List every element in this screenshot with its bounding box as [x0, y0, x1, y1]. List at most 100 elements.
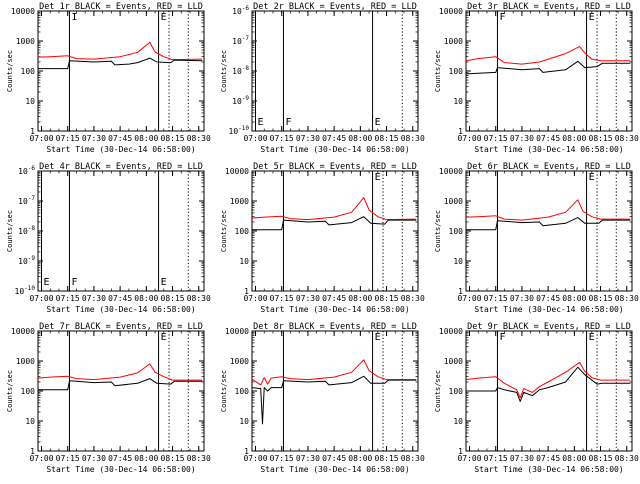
panel-title: Det 2r BLACK = Events, RED = LLD: [253, 2, 417, 12]
y-tick-label: 1000: [16, 357, 35, 366]
y-tick-label: 10-7: [232, 35, 249, 46]
y-tick-label: 10-8: [232, 65, 249, 76]
y-tick-label: 10-8: [18, 225, 35, 236]
x-tick-label: 07:00: [243, 294, 267, 303]
y-tick-label: 10000: [439, 7, 463, 16]
marker-label: I: [71, 12, 77, 23]
x-tick-label: 08:30: [187, 134, 211, 143]
y-tick-label: 1: [30, 127, 35, 136]
x-tick-label: 07:00: [243, 454, 267, 463]
x-tick-label: 08:30: [401, 134, 425, 143]
y-tick-label: 10000: [439, 167, 463, 176]
x-tick-label: 07:45: [108, 134, 132, 143]
marker-label: F: [499, 12, 505, 23]
y-tick-label: 10-9: [18, 255, 35, 266]
x-tick-label: 08:30: [615, 454, 639, 463]
detector-panel-6: 1 10 100 1000 10000 07:00 07:15 07:30 07:45 08:00…: [434, 162, 639, 314]
x-tick-label: 07:15: [56, 454, 80, 463]
plot-frame: [251, 170, 419, 292]
x-axis-label: Start Time (30-Dec-14 06:58:00): [260, 465, 409, 474]
plot-frame: [251, 330, 419, 452]
y-tick-label: 100: [21, 67, 36, 76]
marker-label: F: [285, 117, 291, 128]
panel-title: Det 3r BLACK = Events, RED = LLD: [467, 2, 631, 12]
y-tick-label: 100: [21, 387, 36, 396]
x-tick-label: 07:00: [457, 454, 481, 463]
x-tick-label: 07:15: [56, 134, 80, 143]
x-tick-label: 07:45: [536, 294, 560, 303]
y-axis-label: Counts/sec: [220, 370, 228, 412]
marker-label: E: [161, 332, 167, 343]
marker-label: E: [375, 332, 381, 343]
x-tick-label: 07:45: [108, 294, 132, 303]
x-tick-label: 07:00: [457, 134, 481, 143]
series-lld-line: [37, 363, 203, 381]
y-tick-label: 100: [449, 227, 464, 236]
plot-frame: [37, 170, 205, 292]
x-tick-label: 08:15: [589, 134, 613, 143]
x-tick-label: 08:30: [187, 454, 211, 463]
y-tick-label: 10: [453, 417, 463, 426]
x-axis-label: Start Time (30-Dec-14 06:58:00): [260, 145, 409, 154]
x-axis-label: Start Time (30-Dec-14 06:58:00): [46, 145, 195, 154]
x-tick-label: 08:00: [134, 454, 158, 463]
y-tick-label: 10000: [11, 7, 35, 16]
x-tick-label: 08:15: [375, 454, 399, 463]
panel-title: Det 1r BLACK = Events, RED = LLD: [39, 2, 203, 12]
x-tick-label: 08:00: [134, 134, 158, 143]
marker-label: E: [589, 12, 595, 23]
y-tick-label: 10-10: [15, 285, 36, 296]
x-tick-label: 07:45: [322, 454, 346, 463]
detector-panel-8: 1 10 100 1000 10000 07:00 07:15 07:30 07:45 08:00…: [220, 322, 425, 474]
plot-frame: [251, 10, 419, 132]
y-tick-label: 10-7: [18, 195, 35, 206]
x-tick-label: 08:30: [187, 294, 211, 303]
y-tick-label: 100: [235, 227, 250, 236]
plot-frame: [37, 330, 205, 452]
series-lld-line: [465, 361, 631, 399]
x-axis-label: Start Time (30-Dec-14 06:58:00): [474, 465, 623, 474]
marker-label: E: [161, 12, 167, 23]
y-axis-label: Counts/sec: [434, 50, 442, 92]
x-tick-label: 07:00: [243, 134, 267, 143]
x-tick-label: 07:45: [536, 134, 560, 143]
x-axis-label: Start Time (30-Dec-14 06:58:00): [46, 465, 195, 474]
y-tick-label: 10: [453, 97, 463, 106]
x-tick-label: 08:15: [161, 294, 185, 303]
series-lld-line: [465, 46, 631, 65]
y-tick-label: 10-9: [232, 95, 249, 106]
x-axis-label: Start Time (30-Dec-14 06:58:00): [474, 305, 623, 314]
x-tick-label: 08:00: [562, 294, 586, 303]
x-tick-label: 07:30: [296, 454, 320, 463]
x-tick-label: 07:15: [484, 294, 508, 303]
plot-frame: [465, 10, 633, 132]
y-axis-label: Counts/sec: [220, 50, 228, 92]
marker-label: F: [499, 332, 505, 343]
y-tick-label: 1: [458, 127, 463, 136]
y-tick-label: 1: [458, 287, 463, 296]
detector-panel-7: 1 10 100 1000 10000 07:00 07:15 07:30 07:45 08:00…: [6, 322, 211, 474]
marker-label: E: [375, 117, 381, 128]
x-tick-label: 07:00: [29, 294, 53, 303]
x-tick-label: 08:00: [134, 294, 158, 303]
x-axis-label: Start Time (30-Dec-14 06:58:00): [46, 305, 195, 314]
marker-label: F: [71, 277, 77, 288]
x-tick-label: 07:00: [29, 134, 53, 143]
series-events-line: [38, 57, 203, 70]
y-axis-label: Counts/sec: [220, 210, 228, 252]
y-tick-label: 100: [449, 387, 464, 396]
y-tick-label: 10-6: [232, 5, 249, 16]
series-events-line: [252, 216, 417, 231]
y-tick-label: 100: [449, 67, 464, 76]
detector-panel-2: 10-10 10-9 10-8 10-7 10-6 07:00 07:15 07:30 07:4…: [220, 2, 425, 154]
x-tick-label: 08:00: [562, 454, 586, 463]
x-tick-label: 07:30: [510, 454, 534, 463]
x-tick-label: 07:15: [56, 294, 80, 303]
series-lld-line: [251, 359, 417, 386]
x-tick-label: 07:30: [296, 294, 320, 303]
y-tick-label: 10-10: [229, 125, 250, 136]
x-tick-label: 07:15: [484, 134, 508, 143]
x-tick-label: 08:00: [348, 294, 372, 303]
